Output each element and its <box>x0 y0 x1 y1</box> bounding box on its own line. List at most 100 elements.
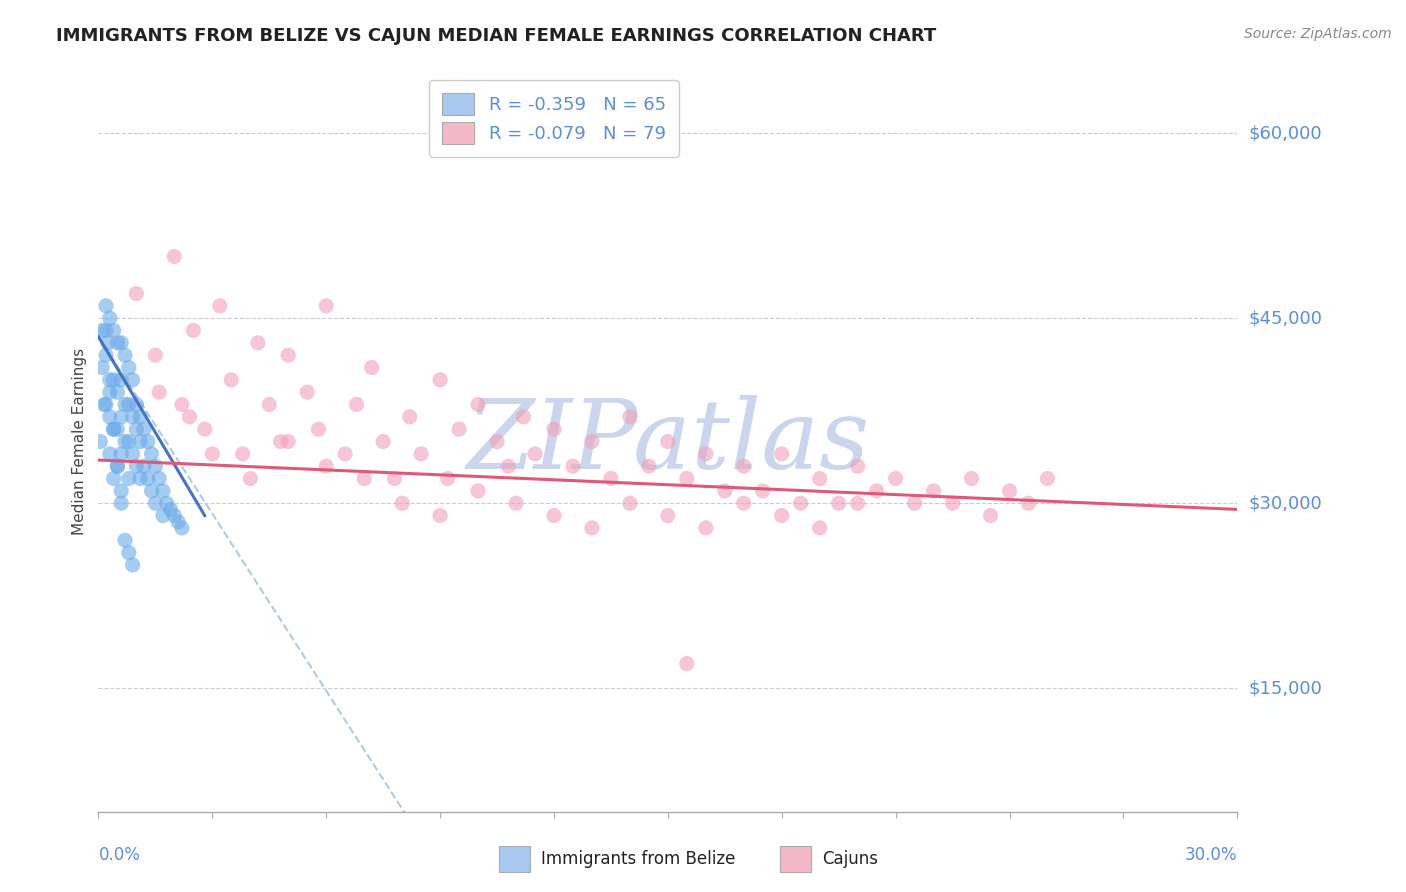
Point <box>89 434 111 449</box>
Point <box>114 533 136 548</box>
Point <box>110 483 132 498</box>
Point <box>998 483 1021 498</box>
Point <box>581 434 603 449</box>
Point <box>110 447 132 461</box>
Point <box>335 447 357 461</box>
Point <box>942 496 965 510</box>
Point <box>695 447 717 461</box>
Point <box>118 360 141 375</box>
Point <box>467 398 489 412</box>
Point <box>733 496 755 510</box>
Point <box>808 521 831 535</box>
Point <box>141 447 163 461</box>
Point <box>498 459 520 474</box>
Point <box>94 324 117 338</box>
Point <box>107 459 129 474</box>
Point <box>790 496 813 510</box>
Point <box>152 508 174 523</box>
Point <box>114 434 136 449</box>
Point <box>91 360 114 375</box>
Point <box>118 434 141 449</box>
Point <box>353 471 375 485</box>
Point <box>121 558 143 572</box>
Point <box>391 496 413 510</box>
Point <box>145 496 167 510</box>
Point <box>94 348 117 362</box>
Point <box>562 459 585 474</box>
Point <box>449 422 471 436</box>
Point <box>979 508 1001 523</box>
Point <box>346 398 368 412</box>
Point <box>91 324 114 338</box>
Point <box>118 471 141 485</box>
Point <box>129 471 152 485</box>
Text: Immigrants from Belize: Immigrants from Belize <box>541 850 735 868</box>
Point <box>125 422 148 436</box>
Point <box>543 422 565 436</box>
Text: $45,000: $45,000 <box>1249 310 1323 327</box>
Point <box>107 459 129 474</box>
Point <box>132 459 155 474</box>
Point <box>125 286 148 301</box>
Point <box>110 409 132 424</box>
Point <box>148 385 170 400</box>
Point <box>436 471 458 485</box>
Point <box>125 398 148 412</box>
Point <box>277 434 299 449</box>
Point <box>179 409 201 424</box>
Point <box>619 496 641 510</box>
Point <box>259 398 281 412</box>
Point <box>121 447 143 461</box>
Point <box>107 385 129 400</box>
Point <box>524 447 547 461</box>
Point <box>159 502 181 516</box>
Point <box>505 496 527 510</box>
Point <box>866 483 889 498</box>
Point <box>103 422 125 436</box>
Point <box>770 508 793 523</box>
Legend: R = -0.359   N = 65, R = -0.079   N = 79: R = -0.359 N = 65, R = -0.079 N = 79 <box>429 80 679 157</box>
Point <box>638 459 661 474</box>
Point <box>163 508 186 523</box>
Point <box>1018 496 1040 510</box>
Text: $30,000: $30,000 <box>1249 494 1322 512</box>
Point <box>714 483 737 498</box>
Point <box>657 434 679 449</box>
Point <box>221 373 243 387</box>
Text: Cajuns: Cajuns <box>823 850 879 868</box>
Point <box>136 434 159 449</box>
Point <box>152 483 174 498</box>
Point <box>581 521 603 535</box>
Point <box>619 409 641 424</box>
Point <box>170 398 193 412</box>
Point <box>398 409 420 424</box>
Point <box>110 335 132 350</box>
Point <box>277 348 299 362</box>
Point <box>828 496 851 510</box>
Point <box>411 447 433 461</box>
Point <box>884 471 907 485</box>
Text: IMMIGRANTS FROM BELIZE VS CAJUN MEDIAN FEMALE EARNINGS CORRELATION CHART: IMMIGRANTS FROM BELIZE VS CAJUN MEDIAN F… <box>56 27 936 45</box>
Point <box>103 324 125 338</box>
Point <box>371 434 394 449</box>
Point <box>194 422 217 436</box>
Point <box>384 471 406 485</box>
Point <box>163 250 186 264</box>
Point <box>315 299 337 313</box>
Point <box>103 373 125 387</box>
Point <box>429 373 451 387</box>
Point <box>512 409 534 424</box>
Point <box>695 521 717 535</box>
Text: ZIPatlas: ZIPatlas <box>467 394 869 489</box>
Point <box>922 483 945 498</box>
Point <box>170 521 193 535</box>
Point <box>156 496 179 510</box>
Point <box>118 545 141 560</box>
Point <box>103 471 125 485</box>
Y-axis label: Median Female Earnings: Median Female Earnings <box>72 348 87 535</box>
Point <box>110 496 132 510</box>
Point <box>676 657 699 671</box>
Point <box>121 409 143 424</box>
Point <box>208 299 231 313</box>
Point <box>129 434 152 449</box>
